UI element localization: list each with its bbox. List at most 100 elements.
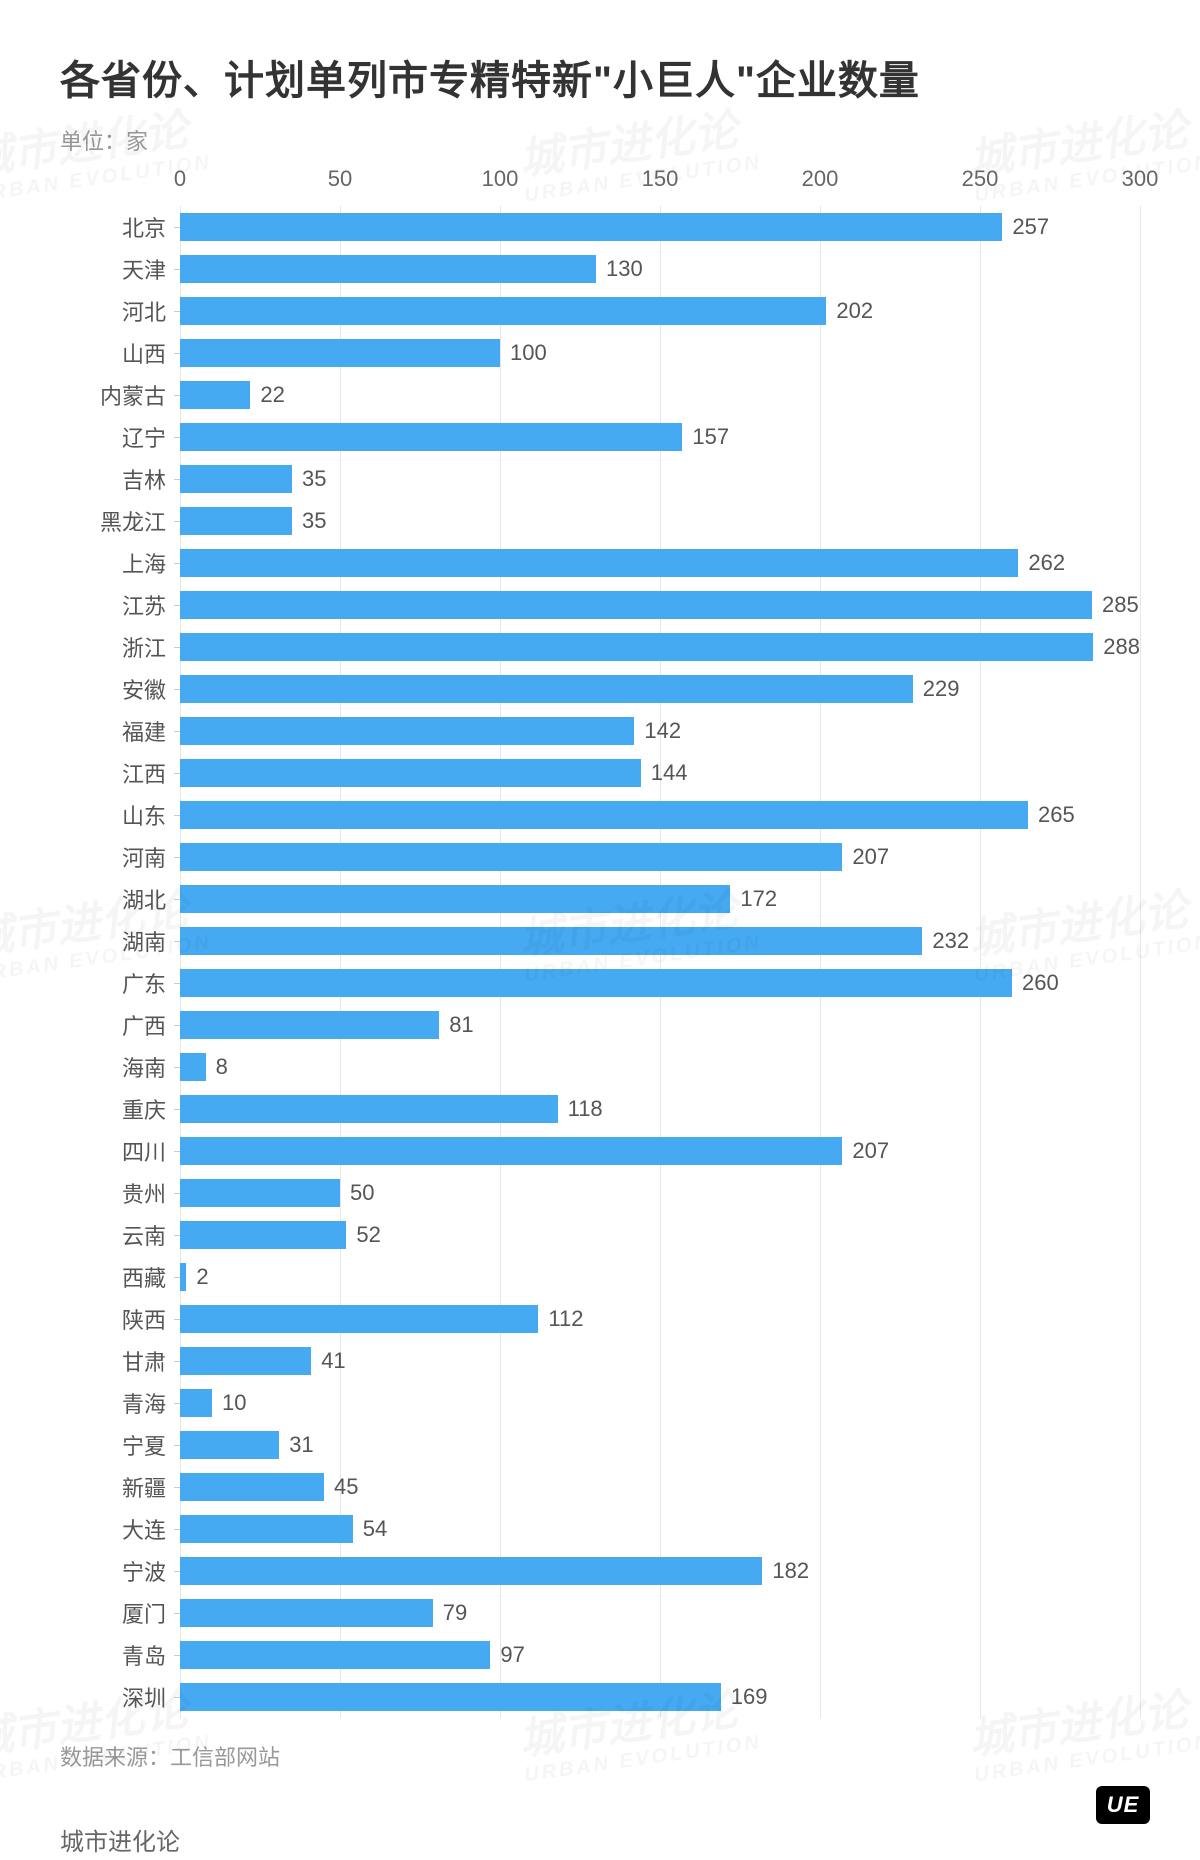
category-label: 内蒙古: [60, 379, 180, 411]
bar: [180, 927, 922, 955]
bar-row: 江西144: [60, 752, 1140, 794]
bar-row: 上海262: [60, 542, 1140, 584]
bar: [180, 549, 1018, 577]
category-label: 浙江: [60, 631, 180, 663]
category-label: 广东: [60, 967, 180, 999]
chart-container: 各省份、计划单列市专精特新"小巨人"企业数量 单位：家 050100150200…: [0, 0, 1200, 1860]
y-tick: [174, 983, 180, 984]
bar-area: 52: [180, 1214, 1140, 1256]
bar: [180, 255, 596, 283]
bar-area: 100: [180, 332, 1140, 374]
bar-area: 81: [180, 1004, 1140, 1046]
bar-value-label: 2: [196, 1264, 208, 1290]
y-tick: [174, 1613, 180, 1614]
category-label: 西藏: [60, 1261, 180, 1293]
category-label: 四川: [60, 1135, 180, 1167]
bar: [180, 717, 634, 745]
bar: [180, 423, 682, 451]
bar-value-label: 285: [1102, 592, 1139, 618]
x-tick-label: 50: [328, 166, 352, 192]
bar: [180, 1515, 353, 1543]
bar-area: 169: [180, 1676, 1140, 1718]
bar-area: 22: [180, 374, 1140, 416]
bar-row: 北京257: [60, 206, 1140, 248]
bar-area: 118: [180, 1088, 1140, 1130]
category-label: 陕西: [60, 1303, 180, 1335]
y-tick: [174, 1361, 180, 1362]
bar: [180, 1137, 842, 1165]
x-tick-label: 0: [174, 166, 186, 192]
bar-value-label: 142: [644, 718, 681, 744]
bar-area: 31: [180, 1424, 1140, 1466]
y-tick: [174, 647, 180, 648]
bar: [180, 1179, 340, 1207]
bar-value-label: 262: [1028, 550, 1065, 576]
bar-area: 41: [180, 1340, 1140, 1382]
x-tick-label: 150: [642, 166, 679, 192]
y-tick: [174, 479, 180, 480]
y-tick: [174, 941, 180, 942]
bar: [180, 1557, 762, 1585]
bar-area: 260: [180, 962, 1140, 1004]
bar: [180, 1263, 186, 1291]
bar-area: 45: [180, 1466, 1140, 1508]
bar-row: 山东265: [60, 794, 1140, 836]
bar-value-label: 260: [1022, 970, 1059, 996]
bar-value-label: 182: [772, 1558, 809, 1584]
bar-row: 新疆45: [60, 1466, 1140, 1508]
bar-value-label: 202: [836, 298, 873, 324]
bar-area: 229: [180, 668, 1140, 710]
bar-area: 142: [180, 710, 1140, 752]
category-label: 黑龙江: [60, 505, 180, 537]
bar-row: 广西81: [60, 1004, 1140, 1046]
category-label: 厦门: [60, 1597, 180, 1629]
bar-value-label: 10: [222, 1390, 246, 1416]
bar-area: 35: [180, 458, 1140, 500]
y-tick: [174, 1151, 180, 1152]
bar-row: 西藏 2: [60, 1256, 1140, 1298]
bar-row: 云南52: [60, 1214, 1140, 1256]
x-tick-label: 300: [1122, 166, 1159, 192]
y-tick: [174, 899, 180, 900]
bar-row: 青海10: [60, 1382, 1140, 1424]
bar-row: 福建142: [60, 710, 1140, 752]
category-label: 山东: [60, 799, 180, 831]
bar-value-label: 172: [740, 886, 777, 912]
bar-row: 海南8: [60, 1046, 1140, 1088]
bar: [180, 213, 1002, 241]
y-tick: [174, 1571, 180, 1572]
category-label: 安徽: [60, 673, 180, 705]
category-label: 宁夏: [60, 1429, 180, 1461]
bar-area: 172: [180, 878, 1140, 920]
category-label: 深圳: [60, 1681, 180, 1713]
bar-row: 天津130: [60, 248, 1140, 290]
category-label: 湖北: [60, 883, 180, 915]
bar-value-label: 97: [500, 1642, 524, 1668]
bar-row: 四川207: [60, 1130, 1140, 1172]
category-label: 吉林: [60, 463, 180, 495]
bar-value-label: 257: [1012, 214, 1049, 240]
bar-row: 湖北 172: [60, 878, 1140, 920]
bar-area: 157: [180, 416, 1140, 458]
category-label: 江西: [60, 757, 180, 789]
bar: [180, 885, 730, 913]
y-tick: [174, 1193, 180, 1194]
bar-value-label: 157: [692, 424, 729, 450]
bar-value-label: 41: [321, 1348, 345, 1374]
bar-row: 河北202: [60, 290, 1140, 332]
y-tick: [174, 1487, 180, 1488]
bar-area: 97: [180, 1634, 1140, 1676]
bar-row: 内蒙古22: [60, 374, 1140, 416]
bar-row: 江苏285: [60, 584, 1140, 626]
y-tick: [174, 857, 180, 858]
y-tick: [174, 1697, 180, 1698]
bar-row: 贵州50: [60, 1172, 1140, 1214]
x-tick-label: 250: [962, 166, 999, 192]
bar: [180, 465, 292, 493]
category-label: 海南: [60, 1051, 180, 1083]
y-tick: [174, 311, 180, 312]
category-label: 贵州: [60, 1177, 180, 1209]
chart-title: 各省份、计划单列市专精特新"小巨人"企业数量: [60, 48, 1140, 106]
bar-value-label: 112: [548, 1306, 583, 1332]
y-tick: [174, 1655, 180, 1656]
